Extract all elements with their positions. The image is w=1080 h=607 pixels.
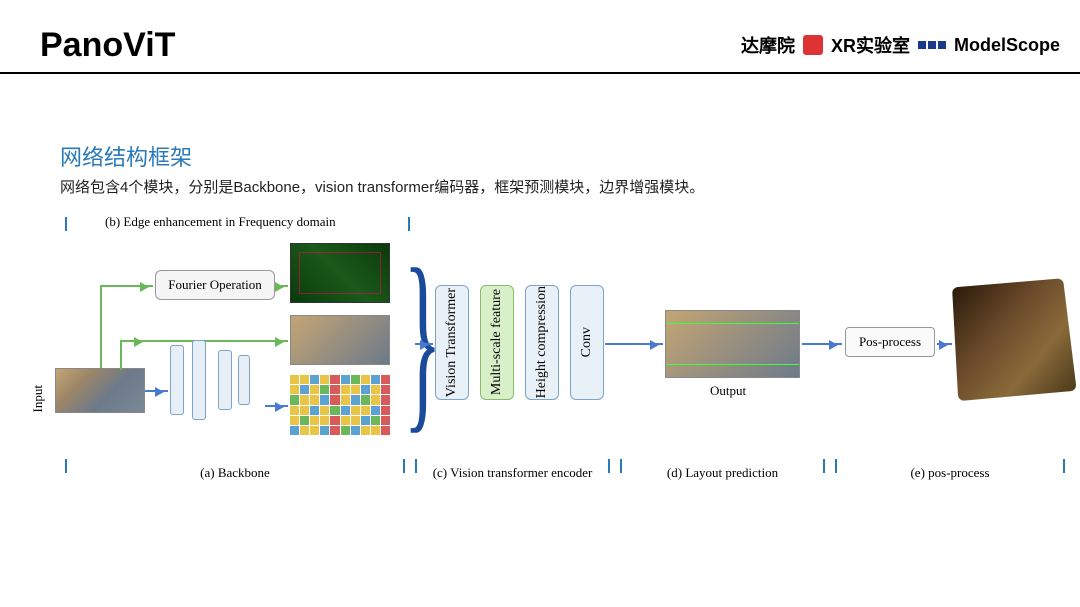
middle-panorama-image bbox=[290, 315, 390, 365]
concat-brace-icon: } bbox=[403, 240, 410, 440]
logo-modelscope-text: ModelScope bbox=[954, 35, 1060, 56]
arrow-input-backbone bbox=[145, 390, 168, 392]
fourier-output-image bbox=[290, 243, 390, 303]
header: PanoViT 达摩院 XR实验室 ModelScope bbox=[40, 20, 1060, 70]
header-logos: 达摩院 XR实验室 ModelScope bbox=[741, 32, 1060, 58]
logo-xr-text: XR实验室 bbox=[831, 32, 910, 58]
fourier-operation-box: Fourier Operation bbox=[155, 270, 275, 300]
input-label: Input bbox=[30, 385, 46, 412]
arrow-backbone-mosaic bbox=[265, 405, 288, 407]
arrow-input-mid-v bbox=[120, 340, 122, 370]
height-compression-block: Height compression bbox=[525, 285, 559, 400]
section-head: 网络结构框架 网络包含4个模块，分别是Backbone，vision trans… bbox=[60, 140, 704, 197]
posprocess-box: Pos-process bbox=[845, 327, 935, 357]
input-panorama-image bbox=[55, 368, 145, 413]
header-divider bbox=[0, 72, 1080, 74]
section-c-bracket: (c) Vision transformer encoder bbox=[415, 465, 610, 481]
feature-mosaic bbox=[290, 375, 390, 435]
vision-transformer-block: Vision Transformer bbox=[435, 285, 469, 400]
section-c-label: (c) Vision transformer encoder bbox=[415, 465, 610, 481]
section-title: 网络结构框架 bbox=[60, 140, 704, 172]
arrow-brace-vit bbox=[415, 343, 433, 345]
output-label: Output bbox=[710, 383, 746, 399]
section-a-label: (a) Backbone bbox=[65, 465, 405, 481]
section-e-bracket: (e) pos-process bbox=[835, 465, 1065, 481]
section-d-bracket: (d) Layout prediction bbox=[620, 465, 825, 481]
conv-block: Conv bbox=[570, 285, 604, 400]
logo-damo-text: 达摩院 bbox=[741, 32, 795, 58]
backbone-bars bbox=[170, 335, 265, 425]
section-b-label: (b) Edge enhancement in Frequency domain bbox=[105, 214, 336, 230]
section-e-label: (e) pos-process bbox=[835, 465, 1065, 481]
arrow-input-fourier bbox=[100, 285, 153, 287]
section-a-bracket: (a) Backbone bbox=[65, 465, 405, 481]
arrow-output-pp bbox=[802, 343, 842, 345]
damo-icon bbox=[803, 35, 823, 55]
arrow-input-mid-h1 bbox=[120, 340, 147, 342]
multiscale-feature-block: Multi-scale feature bbox=[480, 285, 514, 400]
section-subtitle: 网络包含4个模块，分别是Backbone，vision transformer编… bbox=[60, 176, 704, 197]
architecture-diagram: (b) Edge enhancement in Frequency domain… bbox=[20, 215, 1060, 555]
page-title: PanoViT bbox=[40, 26, 175, 65]
modelscope-icon bbox=[918, 41, 946, 49]
arrow-input-fourier-v bbox=[100, 285, 102, 368]
room-3d-render bbox=[952, 278, 1077, 401]
arrow-conv-output bbox=[605, 343, 663, 345]
arrow-pp-room bbox=[937, 343, 952, 345]
output-panorama-image bbox=[665, 310, 800, 378]
section-d-label: (d) Layout prediction bbox=[620, 465, 825, 481]
arrow-fourier-out bbox=[276, 285, 288, 287]
